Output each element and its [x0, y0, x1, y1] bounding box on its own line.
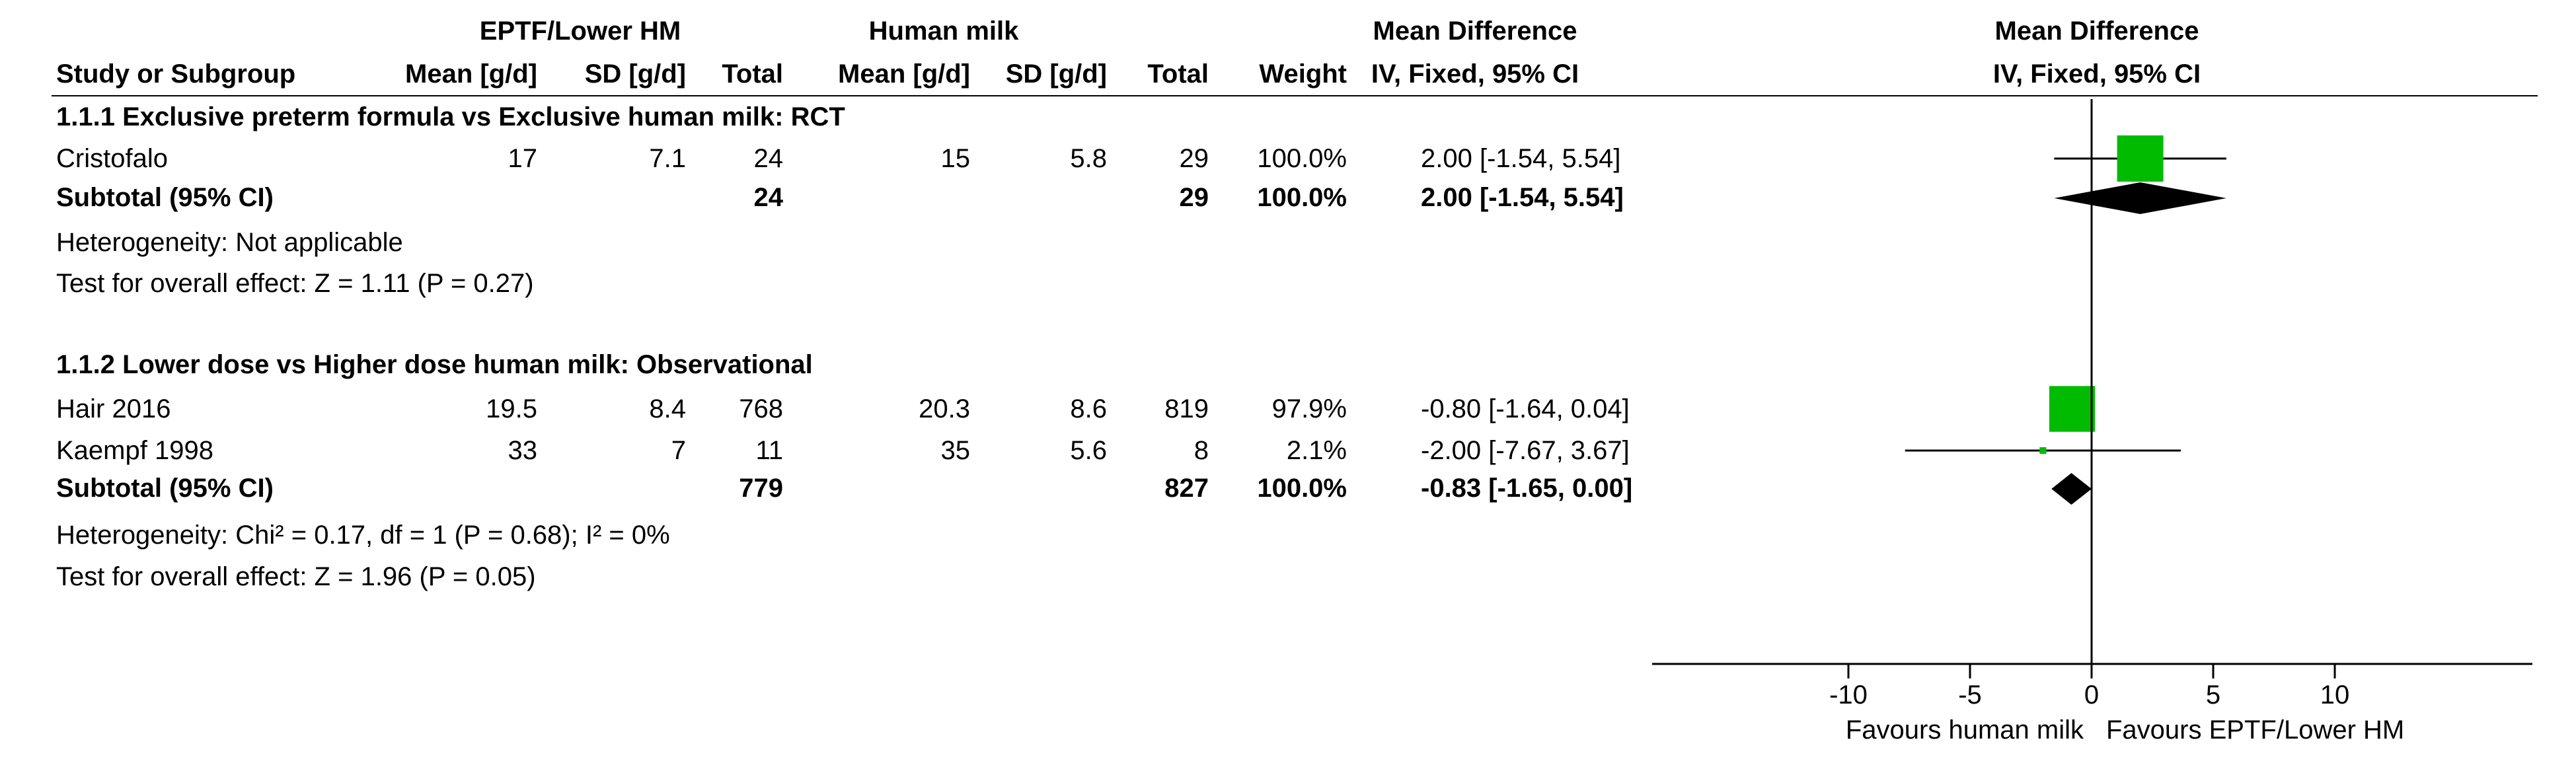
- study-marker: [2117, 135, 2164, 182]
- study-total-e: 24: [754, 144, 784, 173]
- x-tick-label: -5: [1958, 680, 1982, 710]
- header-group-experimental: EPTF/Lower HM: [480, 17, 681, 46]
- study-weight: 97.9%: [1272, 394, 1347, 423]
- study-total-c: 819: [1164, 394, 1209, 423]
- study-sd-e: 8.4: [649, 394, 686, 423]
- header-col-mean-c: Mean [g/d]: [838, 59, 970, 89]
- subtotal-label: Subtotal (95% CI): [56, 183, 274, 212]
- table-rows: 1.1.1 Exclusive preterm formula vs Exclu…: [56, 102, 1632, 591]
- overall-effect-text: Test for overall effect: Z = 1.96 (P = 0…: [56, 562, 536, 591]
- study-total-e: 768: [739, 394, 783, 423]
- study-name: Hair 2016: [56, 394, 170, 423]
- study-sd-c: 5.6: [1070, 436, 1107, 465]
- study-weight: 100.0%: [1257, 144, 1347, 173]
- study-mean-c: 35: [941, 436, 971, 465]
- study-total-c: 29: [1180, 144, 1209, 173]
- study-marker: [2049, 386, 2096, 432]
- study-sd-e: 7: [671, 436, 686, 465]
- study-total-e: 11: [755, 436, 783, 465]
- study-name: Kaempf 1998: [56, 436, 213, 465]
- x-tick-label: 5: [2206, 680, 2220, 710]
- favours-right-label: Favours EPTF/Lower HM: [2106, 715, 2404, 745]
- header-col-sd-e: SD [g/d]: [585, 59, 686, 89]
- study-name: Cristofalo: [56, 144, 168, 173]
- subgroup-title: 1.1.1 Exclusive preterm formula vs Exclu…: [56, 102, 845, 131]
- study-mean-c: 15: [941, 144, 971, 173]
- study-ci: 2.00 [-1.54, 5.54]: [1421, 144, 1620, 173]
- plot-marks: [1905, 135, 2226, 505]
- study-mean-e: 33: [508, 436, 538, 465]
- x-tick-label: -10: [1829, 680, 1868, 710]
- subgroup-title: 1.1.2 Lower dose vs Higher dose human mi…: [56, 350, 813, 379]
- study-sd-c: 8.6: [1070, 394, 1107, 423]
- subtotal-ci: -0.83 [-1.65, 0.00]: [1421, 474, 1632, 503]
- subtotal-weight: 100.0%: [1257, 183, 1347, 212]
- study-mean-e: 17: [508, 144, 538, 173]
- subtotal-diamond: [2054, 182, 2226, 214]
- subtotal-weight: 100.0%: [1257, 474, 1347, 503]
- subtotal-total-c: 29: [1180, 183, 1209, 212]
- x-tick-label: 0: [2084, 680, 2099, 710]
- study-mean-e: 19.5: [486, 394, 537, 423]
- header-col-total-e: Total: [722, 59, 783, 89]
- heterogeneity-text: Heterogeneity: Chi² = 0.17, df = 1 (P = …: [56, 521, 670, 550]
- subtotal-ci: 2.00 [-1.54, 5.54]: [1421, 183, 1624, 212]
- header-group-control: Human milk: [869, 17, 1019, 46]
- study-weight: 2.1%: [1287, 436, 1347, 465]
- subtotal-label: Subtotal (95% CI): [56, 474, 274, 503]
- header-plot-title: Mean Difference: [1995, 17, 2199, 46]
- overall-effect-text: Test for overall effect: Z = 1.11 (P = 0…: [56, 269, 534, 298]
- header-col-sd-c: SD [g/d]: [1006, 59, 1107, 89]
- header-col-total-c: Total: [1147, 59, 1209, 89]
- header-col-mean-e: Mean [g/d]: [405, 59, 537, 89]
- subtotal-diamond: [2051, 473, 2092, 505]
- header-col-study: Study or Subgroup: [56, 59, 295, 89]
- study-total-c: 8: [1194, 436, 1209, 465]
- study-ci: -2.00 [-7.67, 3.67]: [1421, 436, 1630, 465]
- header-effect-title: Mean Difference: [1373, 17, 1577, 46]
- study-sd-c: 5.8: [1070, 144, 1107, 173]
- study-sd-e: 7.1: [649, 144, 686, 173]
- heterogeneity-text: Heterogeneity: Not applicable: [56, 228, 403, 257]
- study-ci: -0.80 [-1.64, 0.04]: [1421, 394, 1630, 423]
- favours-left-label: Favours human milk: [1846, 715, 2084, 745]
- study-marker: [2039, 447, 2047, 455]
- study-mean-c: 20.3: [919, 394, 970, 423]
- subtotal-total-c: 827: [1164, 474, 1209, 503]
- subtotal-total-e: 24: [754, 183, 784, 212]
- subtotal-total-e: 779: [739, 474, 783, 503]
- x-tick-label: 10: [2320, 680, 2350, 710]
- x-axis: -10 -5 0 5 10 Favours human milk Favours EPTF/…: [1652, 99, 2532, 745]
- header-col-weight: Weight: [1259, 59, 1347, 89]
- header-plot-ci: IV, Fixed, 95% CI: [1993, 59, 2201, 89]
- header-col-ci: IV, Fixed, 95% CI: [1371, 59, 1579, 89]
